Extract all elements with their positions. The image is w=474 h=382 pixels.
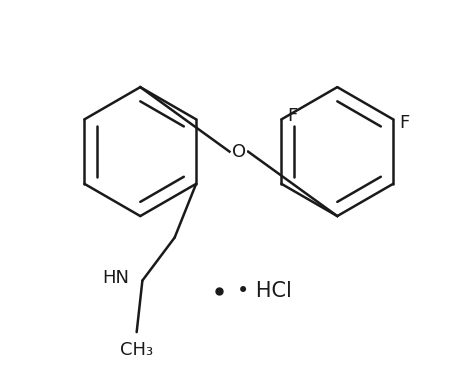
Text: CH₃: CH₃	[120, 341, 153, 359]
Text: O: O	[232, 142, 246, 160]
Text: F: F	[287, 107, 298, 125]
Text: F: F	[399, 114, 409, 132]
Text: HN: HN	[102, 269, 129, 287]
Text: • HCl: • HCl	[237, 281, 292, 301]
